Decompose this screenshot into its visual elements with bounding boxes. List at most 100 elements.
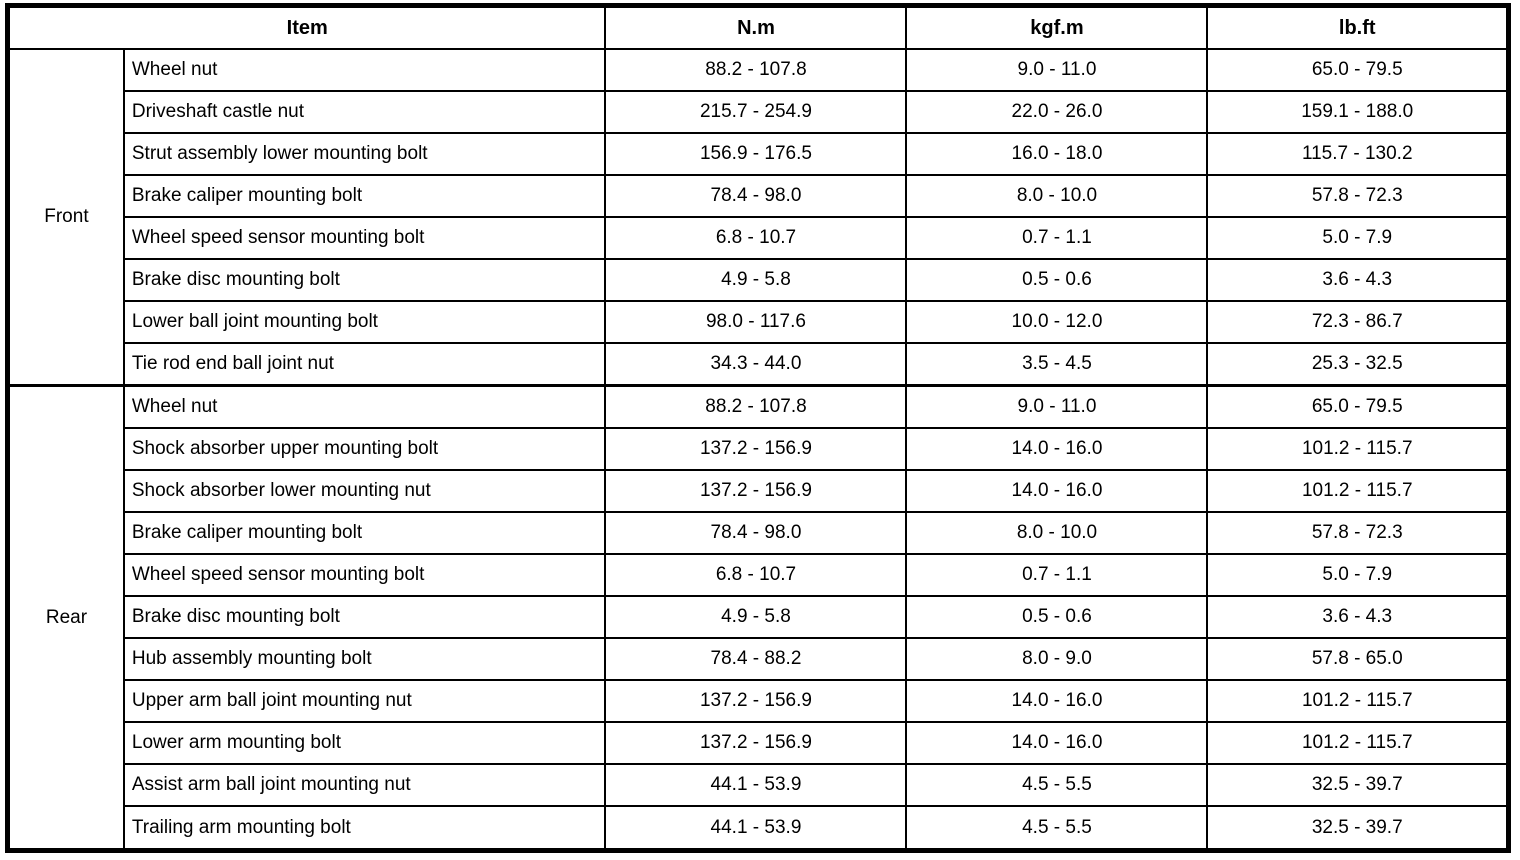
item-cell: Wheel speed sensor mounting bolt [122, 215, 607, 260]
item-cell: Driveshaft castle nut [122, 89, 607, 134]
lbft-cell: 115.7 - 130.2 [1206, 131, 1510, 176]
table-row: Assist arm ball joint mounting nut 44.1 … [8, 763, 1510, 808]
item-cell: Strut assembly lower mounting bolt [122, 131, 607, 176]
nm-cell: 6.8 - 10.7 [604, 553, 908, 598]
item-cell: Brake disc mounting bolt [122, 257, 607, 302]
table-row: Shock absorber upper mounting bolt 137.2… [8, 427, 1510, 472]
kgfm-cell: 8.0 - 10.0 [905, 511, 1209, 556]
row-group-label-rear: Rear [6, 384, 125, 852]
lbft-cell: 65.0 - 79.5 [1206, 384, 1510, 430]
lbft-cell: 5.0 - 7.9 [1206, 215, 1510, 260]
lbft-cell: 3.6 - 4.3 [1206, 257, 1510, 302]
kgfm-cell: 14.0 - 16.0 [905, 427, 1209, 472]
lbft-cell: 32.5 - 39.7 [1206, 805, 1510, 852]
nm-cell: 137.2 - 156.9 [604, 427, 908, 472]
nm-cell: 88.2 - 107.8 [604, 48, 908, 92]
nm-cell: 78.4 - 98.0 [604, 173, 908, 218]
lbft-cell: 101.2 - 115.7 [1206, 721, 1510, 766]
item-cell: Shock absorber upper mounting bolt [122, 427, 607, 472]
kgfm-cell: 14.0 - 16.0 [905, 679, 1209, 724]
kgfm-cell: 9.0 - 11.0 [905, 48, 1209, 92]
nm-cell: 137.2 - 156.9 [604, 469, 908, 514]
kgfm-cell: 0.7 - 1.1 [905, 215, 1209, 260]
lbft-cell: 101.2 - 115.7 [1206, 469, 1510, 514]
nm-cell: 4.9 - 5.8 [604, 595, 908, 640]
item-cell: Wheel speed sensor mounting bolt [122, 553, 607, 598]
nm-cell: 34.3 - 44.0 [604, 341, 908, 387]
table-row: Rear Wheel nut 88.2 - 107.8 9.0 - 11.0 6… [6, 384, 1510, 852]
lbft-cell: 72.3 - 86.7 [1206, 299, 1510, 344]
kgfm-cell: 22.0 - 26.0 [905, 89, 1209, 134]
nm-cell: 78.4 - 88.2 [604, 637, 908, 682]
item-cell: Wheel nut [122, 384, 607, 430]
lbft-cell: 57.8 - 72.3 [1206, 511, 1510, 556]
lbft-cell: 65.0 - 79.5 [1206, 48, 1510, 92]
table-row: Brake caliper mounting bolt 78.4 - 98.0 … [8, 173, 1510, 218]
nm-cell: 44.1 - 53.9 [604, 805, 908, 852]
item-cell: Lower ball joint mounting bolt [122, 299, 607, 344]
lbft-cell: 159.1 - 188.0 [1206, 89, 1510, 134]
table-row: Driveshaft castle nut 215.7 - 254.9 22.0… [8, 89, 1510, 134]
nm-cell: 215.7 - 254.9 [604, 89, 908, 134]
item-cell: Hub assembly mounting bolt [122, 637, 607, 682]
table-row: Hub assembly mounting bolt 78.4 - 88.2 8… [8, 637, 1510, 682]
table-row: Trailing arm mounting bolt 44.1 - 53.9 4… [8, 805, 1510, 852]
table-row: Tie rod end ball joint nut 34.3 - 44.0 3… [8, 341, 1510, 387]
row-group-label-front: Front [6, 48, 125, 387]
lbft-cell: 101.2 - 115.7 [1206, 427, 1510, 472]
kgfm-cell: 10.0 - 12.0 [905, 299, 1209, 344]
nm-cell: 98.0 - 117.6 [604, 299, 908, 344]
nm-cell: 78.4 - 98.0 [604, 511, 908, 556]
kgfm-cell: 16.0 - 18.0 [905, 131, 1209, 176]
item-cell: Upper arm ball joint mounting nut [122, 679, 607, 724]
lbft-cell: 5.0 - 7.9 [1206, 553, 1510, 598]
item-cell: Brake disc mounting bolt [122, 595, 607, 640]
lbft-cell: 57.8 - 65.0 [1206, 637, 1510, 682]
lbft-cell: 57.8 - 72.3 [1206, 173, 1510, 218]
header-nm: N.m [604, 4, 908, 50]
table-row: Brake disc mounting bolt 4.9 - 5.8 0.5 -… [8, 257, 1510, 302]
item-cell: Brake caliper mounting bolt [122, 511, 607, 556]
lbft-cell: 3.6 - 4.3 [1206, 595, 1510, 640]
kgfm-cell: 4.5 - 5.5 [905, 805, 1209, 852]
item-cell: Lower arm mounting bolt [122, 721, 607, 766]
torque-spec-table: Item N.m kgf.m lb.ft Front Wheel nut 88.… [5, 3, 1511, 853]
kgfm-cell: 14.0 - 16.0 [905, 721, 1209, 766]
nm-cell: 156.9 - 176.5 [604, 131, 908, 176]
nm-cell: 88.2 - 107.8 [604, 384, 908, 430]
nm-cell: 44.1 - 53.9 [604, 763, 908, 808]
kgfm-cell: 8.0 - 10.0 [905, 173, 1209, 218]
table-row: Shock absorber lower mounting nut 137.2 … [8, 469, 1510, 514]
nm-cell: 137.2 - 156.9 [604, 679, 908, 724]
kgfm-cell: 9.0 - 11.0 [905, 384, 1209, 430]
nm-cell: 4.9 - 5.8 [604, 257, 908, 302]
lbft-cell: 32.5 - 39.7 [1206, 763, 1510, 808]
kgfm-cell: 0.5 - 0.6 [905, 595, 1209, 640]
kgfm-cell: 4.5 - 5.5 [905, 763, 1209, 808]
lbft-cell: 25.3 - 32.5 [1206, 341, 1510, 387]
item-cell: Wheel nut [122, 48, 607, 92]
header-item: Item [6, 4, 607, 50]
nm-cell: 137.2 - 156.9 [604, 721, 908, 766]
table-row: Strut assembly lower mounting bolt 156.9… [8, 131, 1510, 176]
kgfm-cell: 0.7 - 1.1 [905, 553, 1209, 598]
item-cell: Tie rod end ball joint nut [122, 341, 607, 387]
header-row: Item N.m kgf.m lb.ft [6, 4, 1510, 50]
table-row: Brake caliper mounting bolt 78.4 - 98.0 … [8, 511, 1510, 556]
table-row: Upper arm ball joint mounting nut 137.2 … [8, 679, 1510, 724]
item-cell: Assist arm ball joint mounting nut [122, 763, 607, 808]
header-kgfm: kgf.m [905, 4, 1209, 50]
nm-cell: 6.8 - 10.7 [604, 215, 908, 260]
table-row: Front Wheel nut 88.2 - 107.8 9.0 - 11.0 … [6, 48, 1510, 387]
item-cell: Trailing arm mounting bolt [122, 805, 607, 852]
kgfm-cell: 14.0 - 16.0 [905, 469, 1209, 514]
lbft-cell: 101.2 - 115.7 [1206, 679, 1510, 724]
kgfm-cell: 3.5 - 4.5 [905, 341, 1209, 387]
header-lbft: lb.ft [1206, 4, 1510, 50]
kgfm-cell: 8.0 - 9.0 [905, 637, 1209, 682]
item-cell: Brake caliper mounting bolt [122, 173, 607, 218]
table-row: Lower arm mounting bolt 137.2 - 156.9 14… [8, 721, 1510, 766]
table-row: Brake disc mounting bolt 4.9 - 5.8 0.5 -… [8, 595, 1510, 640]
table-row: Wheel speed sensor mounting bolt 6.8 - 1… [8, 215, 1510, 260]
table-row: Lower ball joint mounting bolt 98.0 - 11… [8, 299, 1510, 344]
